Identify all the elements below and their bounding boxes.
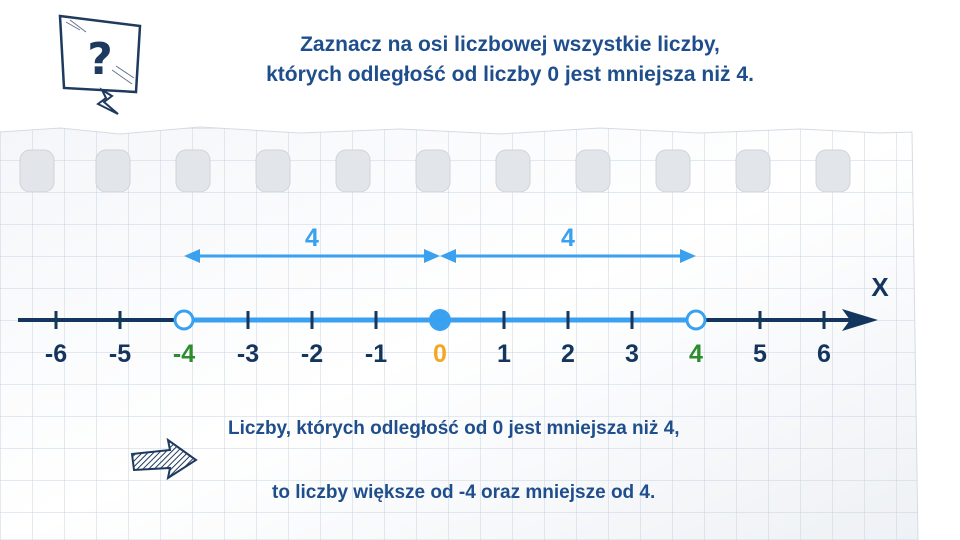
- title-line-2: których odległość od liczby 0 jest mniej…: [266, 63, 754, 86]
- open-endpoint: [173, 309, 195, 331]
- caption-line-1: Liczby, których odległość od 0 jest mnie…: [228, 418, 680, 439]
- svg-text:?: ?: [87, 34, 113, 85]
- tick-label: 2: [561, 340, 575, 368]
- open-endpoint: [685, 309, 707, 331]
- page-title: Zaznacz na osi liczbowej wszystkie liczb…: [190, 30, 830, 90]
- tick-label: -4: [173, 340, 195, 368]
- question-sign-icon: ?: [52, 10, 152, 120]
- axis-label: X: [871, 272, 889, 302]
- tick-label: -5: [109, 340, 131, 368]
- hatched-arrow-icon: [128, 437, 200, 482]
- caption-line-2: to liczby większe od -4 oraz mniejsze od…: [272, 482, 656, 503]
- tick-label: 3: [625, 340, 639, 368]
- tick-label: -2: [301, 340, 323, 368]
- distance-arrowhead: [680, 249, 696, 263]
- tick-label: 6: [817, 340, 831, 368]
- tick-label: 0: [433, 340, 447, 368]
- distance-label: 4: [305, 224, 319, 252]
- title-line-1: Zaznacz na osi liczbowej wszystkie liczb…: [300, 33, 720, 56]
- center-point: [429, 309, 451, 331]
- tick-label: -6: [45, 340, 67, 368]
- distance-label: 4: [561, 224, 575, 252]
- distance-arrowhead: [424, 249, 440, 263]
- tick-label: -3: [237, 340, 259, 368]
- axis-arrowhead: [842, 309, 878, 331]
- tick-label: 4: [689, 340, 703, 368]
- tick-label: -1: [365, 340, 387, 368]
- tick-label: 5: [753, 340, 767, 368]
- tick-label: 1: [497, 340, 511, 368]
- distance-arrowhead: [440, 249, 456, 263]
- distance-arrowhead: [184, 249, 200, 263]
